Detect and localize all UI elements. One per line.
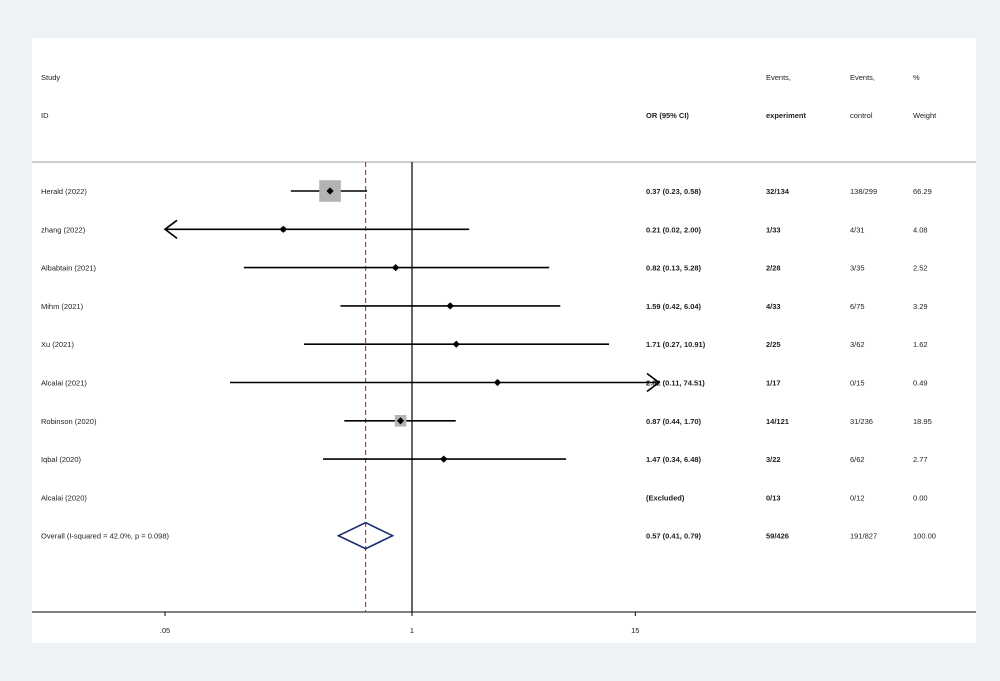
study-label: Xu (2021) (41, 340, 74, 349)
events-experiment-label: 4/33 (766, 302, 781, 311)
weight-label: 2.52 (913, 264, 928, 273)
events-experiment-label: 0/13 (766, 493, 781, 502)
weight-label: 18.95 (913, 417, 932, 426)
events-control-label: 0/15 (850, 379, 865, 388)
events-experiment-label: 32/134 (766, 187, 790, 196)
events-control-label: 31/236 (850, 417, 873, 426)
header-events-experiment-2: experiment (766, 111, 807, 120)
header-events-control-1: Events, (850, 73, 875, 82)
weight-label: 3.29 (913, 302, 928, 311)
events-experiment-label: 2/25 (766, 340, 781, 349)
x-tick-label: .05 (160, 626, 170, 635)
header-weight-2: Weight (913, 111, 937, 120)
overall-label: Overall (I-squared = 42.0%, p = 0.098) (41, 532, 169, 541)
events-experiment-label: 2/28 (766, 264, 781, 273)
events-control-label: 0/12 (850, 493, 865, 502)
weight-label: 2.77 (913, 455, 928, 464)
weight-label: 4.08 (913, 225, 928, 234)
events-experiment-label: 1/17 (766, 379, 781, 388)
events-experiment-label: 1/33 (766, 225, 781, 234)
overall-or-ci-label: 0.57 (0.41, 0.79) (646, 532, 702, 541)
study-label: Alcalai (2021) (41, 379, 87, 388)
overall-weight-label: 100.00 (913, 532, 936, 541)
weight-label: 66.29 (913, 187, 932, 196)
forest-plot-figure: Study ID OR (95% CI) Events, experiment Event… (32, 38, 976, 643)
events-control-label: 3/62 (850, 340, 865, 349)
weight-label: 0.00 (913, 493, 928, 502)
study-label: Albabtain (2021) (41, 264, 97, 273)
point-estimate (452, 340, 460, 348)
point-estimate (279, 225, 287, 233)
ci-arrow-left (163, 219, 178, 239)
or-ci-label: (Excluded) (646, 493, 685, 502)
header-weight-1: % (913, 73, 920, 82)
point-estimate (392, 264, 400, 272)
overall-events-experiment-label: 59/426 (766, 532, 789, 541)
header-study: Study (41, 73, 60, 82)
or-ci-label: 0.82 (0.13, 5.28) (646, 264, 702, 273)
events-control-label: 4/31 (850, 225, 865, 234)
x-tick-label: 15 (631, 626, 639, 635)
header-or-ci: OR (95% CI) (646, 111, 689, 120)
study-label: Iqbal (2020) (41, 455, 82, 464)
header-events-experiment-1: Events, (766, 73, 791, 82)
point-estimate (493, 378, 502, 387)
events-experiment-label: 14/121 (766, 417, 789, 426)
or-ci-label: 2.82 (0.11, 74.51) (646, 379, 705, 388)
ci-arrow-right (646, 372, 661, 393)
weight-label: 1.62 (913, 340, 928, 349)
events-control-label: 6/62 (850, 455, 865, 464)
point-estimate (326, 187, 334, 195)
or-ci-label: 0.87 (0.44, 1.70) (646, 417, 702, 426)
study-label: zhang (2022) (41, 225, 86, 234)
study-label: Robinson (2020) (41, 417, 97, 426)
study-label: Mihm (2021) (41, 302, 84, 311)
x-tick-label: 1 (410, 626, 414, 635)
study-label: Herald (2022) (41, 187, 87, 196)
or-ci-label: 1.47 (0.34, 6.48) (646, 455, 702, 464)
or-ci-label: 0.37 (0.23, 0.58) (646, 187, 702, 196)
events-control-label: 138/299 (850, 187, 877, 196)
weight-label: 0.49 (913, 379, 928, 388)
point-estimate (440, 455, 448, 463)
header-id: ID (41, 111, 49, 120)
or-ci-label: 0.21 (0.02, 2.00) (646, 225, 702, 234)
events-control-label: 3/35 (850, 264, 865, 273)
events-experiment-label: 3/22 (766, 455, 781, 464)
forest-plot: Study ID OR (95% CI) Events, experiment Event… (32, 73, 976, 635)
or-ci-label: 1.59 (0.42, 6.04) (646, 302, 702, 311)
or-ci-label: 1.71 (0.27, 10.91) (646, 340, 706, 349)
header-events-control-2: control (850, 111, 873, 120)
events-control-label: 6/75 (850, 302, 865, 311)
point-estimate (396, 417, 405, 425)
study-label: Alcalai (2020) (41, 493, 87, 502)
overall-events-control-label: 191/827 (850, 532, 877, 541)
point-estimate (446, 302, 454, 310)
overall-diamond (336, 521, 395, 550)
